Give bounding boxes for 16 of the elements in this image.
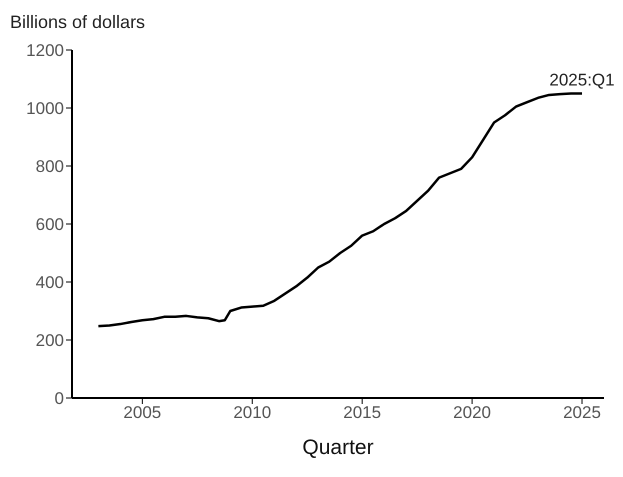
y-tick-label: 400 xyxy=(36,273,64,292)
x-tick-label: 2015 xyxy=(343,403,382,422)
y-tick-label: 200 xyxy=(36,331,64,350)
y-tick-label: 800 xyxy=(36,157,64,176)
y-tick-label: 600 xyxy=(36,215,64,234)
y-axis-title: Billions of dollars xyxy=(10,12,146,33)
y-tick-label: 1200 xyxy=(26,41,64,60)
y-tick-label: 0 xyxy=(54,389,64,408)
x-axis-title: Quarter xyxy=(302,436,374,459)
x-tick-label: 2005 xyxy=(123,403,162,422)
x-tick-label: 2020 xyxy=(453,403,492,422)
x-tick-label: 2010 xyxy=(233,403,272,422)
y-tick-label: 1000 xyxy=(26,99,64,118)
annotation: 2025:Q1 xyxy=(549,70,615,90)
x-tick-label: 2025 xyxy=(563,403,601,422)
line-series xyxy=(97,92,584,328)
